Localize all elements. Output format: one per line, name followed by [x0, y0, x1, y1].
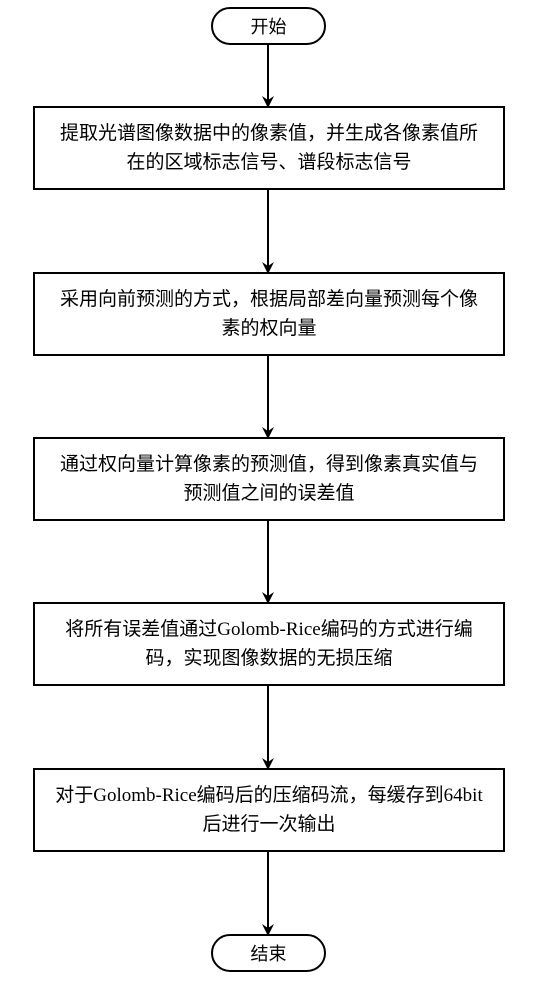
start-terminator: 开始: [211, 7, 326, 45]
process-step-2: 采用向前预测的方式，根据局部差向量预测每个像素的权向量: [33, 272, 505, 356]
end-label: 结束: [251, 940, 287, 966]
process-step-4: 将所有误差值通过Golomb-Rice编码的方式进行编码，实现图像数据的无损压缩: [33, 602, 505, 686]
end-terminator: 结束: [211, 934, 326, 972]
process-step-1: 提取光谱图像数据中的像素值，并生成各像素值所在的区域标志信号、谱段标志信号: [33, 106, 505, 190]
process-step-3-label: 通过权向量计算像素的预测值，得到像素真实值与预测值之间的误差值: [53, 450, 485, 509]
process-step-2-label: 采用向前预测的方式，根据局部差向量预测每个像素的权向量: [53, 285, 485, 344]
process-step-5-label: 对于Golomb-Rice编码后的压缩码流，每缓存到64bit后进行一次输出: [53, 781, 485, 840]
flowchart-canvas: 开始 提取光谱图像数据中的像素值，并生成各像素值所在的区域标志信号、谱段标志信号…: [0, 0, 537, 1000]
start-label: 开始: [251, 13, 287, 39]
process-step-3: 通过权向量计算像素的预测值，得到像素真实值与预测值之间的误差值: [33, 437, 505, 521]
process-step-1-label: 提取光谱图像数据中的像素值，并生成各像素值所在的区域标志信号、谱段标志信号: [53, 119, 485, 178]
process-step-5: 对于Golomb-Rice编码后的压缩码流，每缓存到64bit后进行一次输出: [33, 768, 505, 852]
process-step-4-label: 将所有误差值通过Golomb-Rice编码的方式进行编码，实现图像数据的无损压缩: [53, 615, 485, 674]
